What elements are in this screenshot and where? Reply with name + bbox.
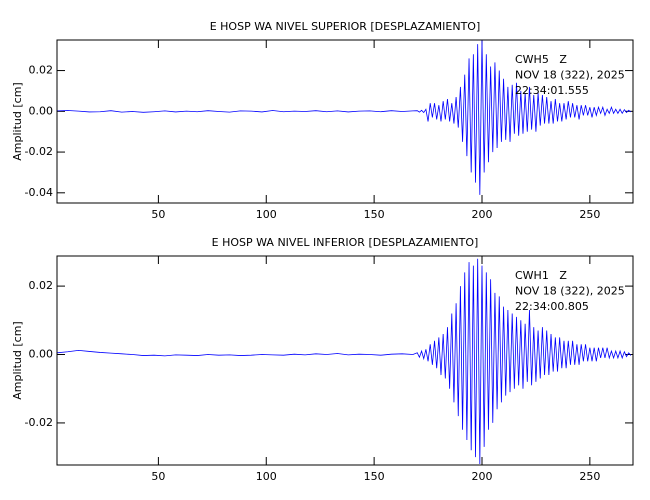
y-tick-label: -0.02 [25,145,53,158]
annotation: CWH1 Z [515,269,567,282]
x-tick-label: 250 [579,470,600,483]
y-tick-label: 0.02 [29,64,54,77]
plot-frame [56,39,634,204]
y-tick-label: 0.00 [29,348,54,361]
x-tick-label: 100 [256,208,277,221]
y-tick-label: -0.04 [25,186,53,199]
annotation: CWH5 Z [515,53,567,66]
annotation: NOV 18 (322), 2025 [515,285,625,298]
x-tick-label: 50 [151,470,165,483]
x-tick-label: 150 [364,208,385,221]
y-tick-label: -0.02 [25,416,53,429]
annotation: 22:34:00.805 [515,300,589,313]
x-tick-label: 250 [579,208,600,221]
y-axis-label: Amplitud [cm] [11,321,24,399]
chart-title: E HOSP WA NIVEL INFERIOR [DESPLAZAMIENTO… [212,236,479,249]
x-tick-label: 200 [471,208,492,221]
y-axis-label: Amplitud [cm] [11,82,24,160]
x-tick-label: 100 [256,470,277,483]
plot-frame [56,255,634,466]
annotation: NOV 18 (322), 2025 [515,69,625,82]
annotation: 22:34:01.555 [515,84,589,97]
waveform [56,258,632,464]
waveform [56,39,632,195]
y-tick-label: 0.00 [29,104,54,117]
chart-title: E HOSP WA NIVEL SUPERIOR [DESPLAZAMIENTO… [210,20,481,33]
x-tick-label: 200 [471,470,492,483]
x-tick-label: 50 [151,208,165,221]
y-tick-label: 0.02 [29,279,54,292]
x-tick-label: 150 [364,470,385,483]
